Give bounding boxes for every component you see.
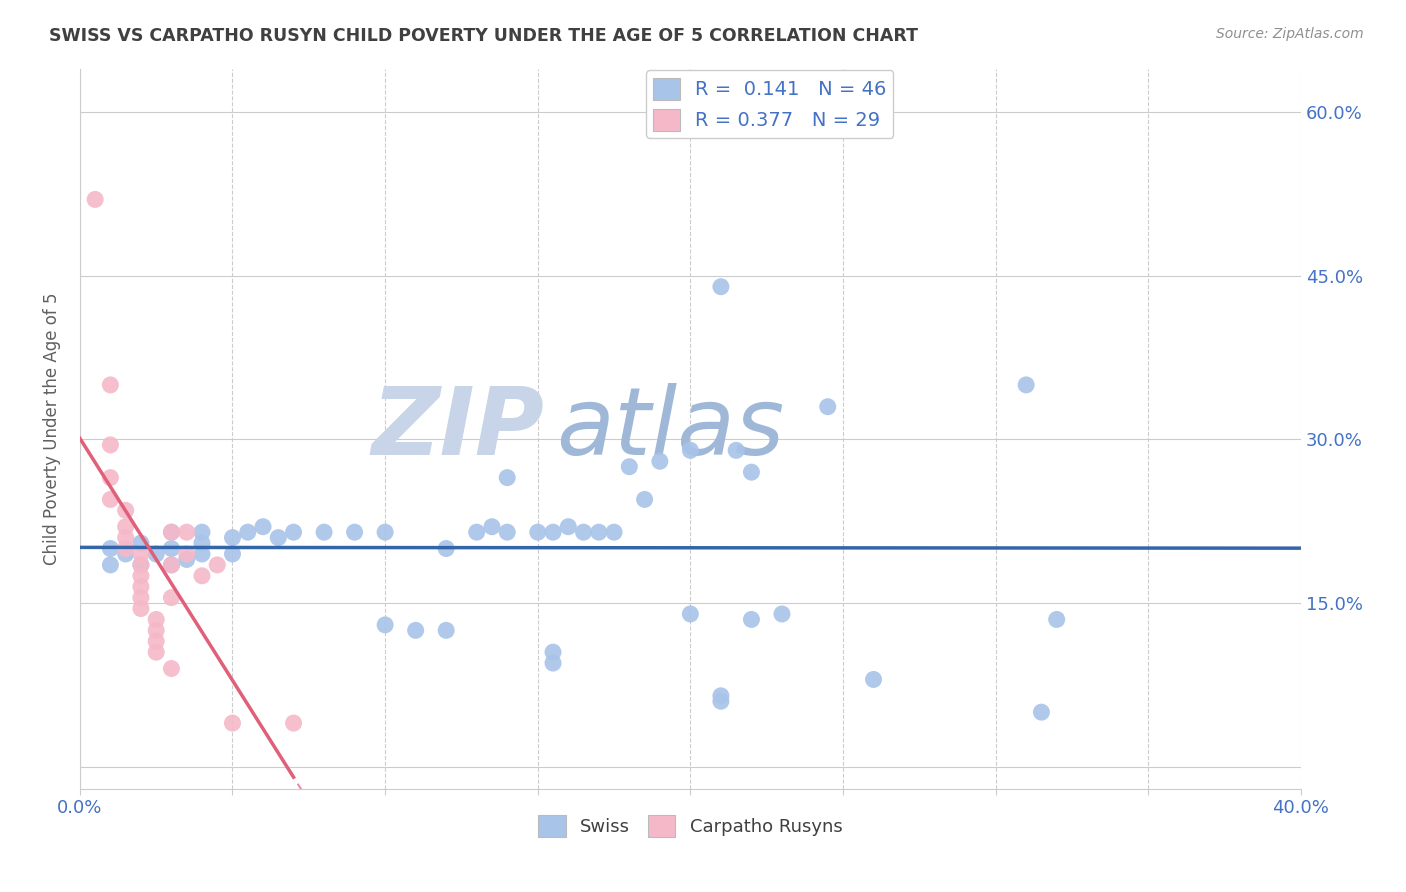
Point — [160, 525, 183, 540]
Point — [145, 645, 167, 659]
Point — [526, 525, 548, 540]
Point — [207, 558, 229, 572]
Text: ZIP: ZIP — [371, 383, 544, 475]
Point — [374, 525, 396, 540]
Point — [374, 618, 396, 632]
Point — [114, 503, 136, 517]
Point — [817, 400, 839, 414]
Point — [129, 558, 152, 572]
Point — [588, 525, 610, 540]
Point — [862, 673, 884, 687]
Point — [191, 569, 214, 583]
Point — [679, 443, 702, 458]
Point — [267, 531, 290, 545]
Point — [129, 558, 152, 572]
Point — [129, 547, 152, 561]
Point — [100, 438, 122, 452]
Text: atlas: atlas — [555, 383, 785, 474]
Point — [710, 279, 733, 293]
Point — [434, 541, 457, 556]
Point — [465, 525, 488, 540]
Point — [252, 519, 274, 533]
Point — [100, 558, 122, 572]
Point — [160, 558, 183, 572]
Point — [114, 531, 136, 545]
Point — [710, 694, 733, 708]
Point — [129, 569, 152, 583]
Point — [619, 459, 641, 474]
Point — [100, 470, 122, 484]
Point — [145, 634, 167, 648]
Point — [129, 580, 152, 594]
Point — [481, 519, 503, 533]
Point — [145, 612, 167, 626]
Point — [434, 624, 457, 638]
Point — [496, 470, 519, 484]
Point — [176, 552, 198, 566]
Point — [633, 492, 655, 507]
Point — [740, 612, 762, 626]
Point — [405, 624, 427, 638]
Point — [100, 492, 122, 507]
Point — [496, 525, 519, 540]
Text: SWISS VS CARPATHO RUSYN CHILD POVERTY UNDER THE AGE OF 5 CORRELATION CHART: SWISS VS CARPATHO RUSYN CHILD POVERTY UN… — [49, 27, 918, 45]
Point — [191, 525, 214, 540]
Point — [221, 547, 243, 561]
Point — [160, 591, 183, 605]
Point — [129, 536, 152, 550]
Point — [129, 601, 152, 615]
Point — [1046, 612, 1069, 626]
Point — [176, 525, 198, 540]
Point — [648, 454, 671, 468]
Point — [129, 591, 152, 605]
Point — [176, 547, 198, 561]
Point — [679, 607, 702, 621]
Point — [710, 689, 733, 703]
Point — [100, 377, 122, 392]
Point — [283, 525, 305, 540]
Point — [541, 525, 564, 540]
Point — [114, 547, 136, 561]
Point — [221, 531, 243, 545]
Point — [236, 525, 259, 540]
Point — [114, 541, 136, 556]
Point — [145, 624, 167, 638]
Point — [160, 661, 183, 675]
Y-axis label: Child Poverty Under the Age of 5: Child Poverty Under the Age of 5 — [44, 293, 60, 565]
Point — [557, 519, 579, 533]
Point — [160, 558, 183, 572]
Point — [541, 645, 564, 659]
Point — [312, 525, 335, 540]
Point — [541, 656, 564, 670]
Point — [160, 541, 183, 556]
Point — [191, 547, 214, 561]
Point — [145, 547, 167, 561]
Point — [191, 536, 214, 550]
Point — [114, 519, 136, 533]
Text: Source: ZipAtlas.com: Source: ZipAtlas.com — [1216, 27, 1364, 41]
Point — [84, 193, 107, 207]
Point — [603, 525, 626, 540]
Point — [725, 443, 748, 458]
Point — [740, 465, 762, 479]
Point — [160, 525, 183, 540]
Point — [1015, 377, 1038, 392]
Point — [283, 716, 305, 731]
Point — [1031, 705, 1053, 719]
Point — [572, 525, 595, 540]
Point — [770, 607, 793, 621]
Point — [100, 541, 122, 556]
Legend: Swiss, Carpatho Rusyns: Swiss, Carpatho Rusyns — [531, 808, 849, 845]
Point — [343, 525, 366, 540]
Point — [221, 716, 243, 731]
